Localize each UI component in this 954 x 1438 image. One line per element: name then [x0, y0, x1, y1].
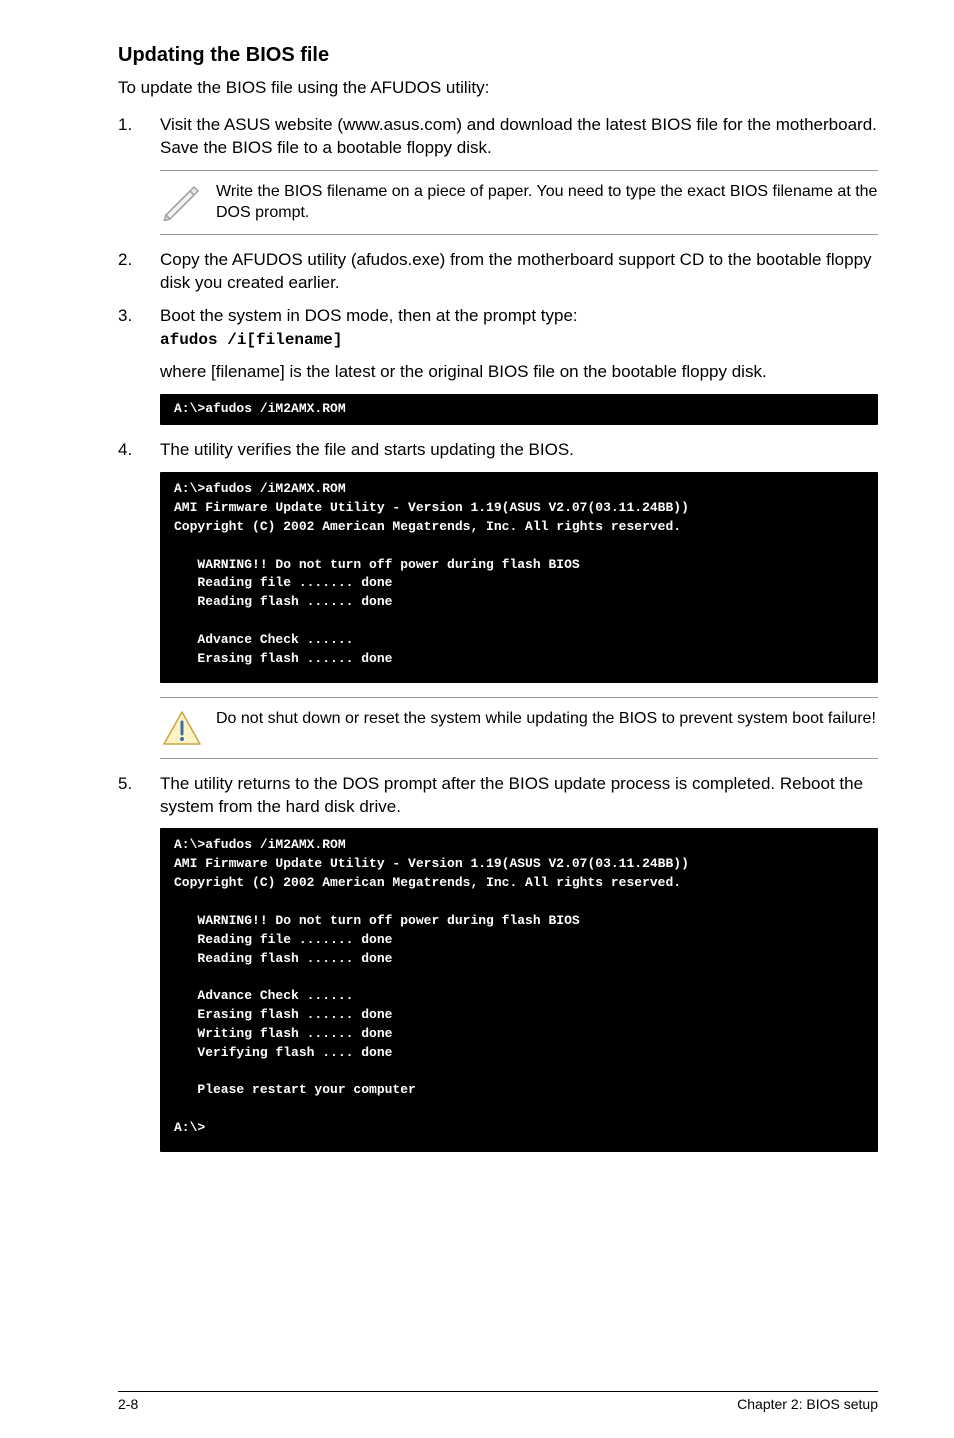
step-3-text: Boot the system in DOS mode, then at the…	[160, 306, 578, 325]
footer-left: 2-8	[118, 1396, 138, 1412]
step-number: 2.	[118, 249, 160, 295]
steps-list-3: 4. The utility verifies the file and sta…	[118, 439, 878, 462]
terminal-3: A:\>afudos /iM2AMX.ROM AMI Firmware Upda…	[160, 828, 878, 1152]
intro-text: To update the BIOS file using the AFUDOS…	[118, 77, 878, 100]
step-3-code: afudos /i[filename]	[160, 331, 342, 349]
step-2: 2. Copy the AFUDOS utility (afudos.exe) …	[118, 249, 878, 295]
warning-text: Do not shut down or reset the system whi…	[216, 708, 878, 730]
warning-callout: Do not shut down or reset the system whi…	[160, 697, 878, 759]
step-number: 4.	[118, 439, 160, 462]
step-3: 3. Boot the system in DOS mode, then at …	[118, 305, 878, 352]
note-callout: Write the BIOS filename on a piece of pa…	[160, 170, 878, 235]
terminal-1: A:\>afudos /iM2AMX.ROM	[160, 394, 878, 425]
page: Updating the BIOS file To update the BIO…	[0, 0, 954, 1438]
section-heading: Updating the BIOS file	[118, 44, 878, 67]
step-text: Boot the system in DOS mode, then at the…	[160, 305, 878, 352]
warning-icon	[160, 708, 216, 748]
step-1: 1. Visit the ASUS website (www.asus.com)…	[118, 114, 878, 160]
step-4: 4. The utility verifies the file and sta…	[118, 439, 878, 462]
steps-list-2: 2. Copy the AFUDOS utility (afudos.exe) …	[118, 249, 878, 351]
footer-right: Chapter 2: BIOS setup	[737, 1396, 878, 1412]
steps-list-4: 5. The utility returns to the DOS prompt…	[118, 773, 878, 819]
step-number: 5.	[118, 773, 160, 819]
note-text: Write the BIOS filename on a piece of pa…	[216, 181, 878, 224]
step-text: The utility returns to the DOS prompt af…	[160, 773, 878, 819]
terminal-2: A:\>afudos /iM2AMX.ROM AMI Firmware Upda…	[160, 472, 878, 682]
step-number: 1.	[118, 114, 160, 160]
note-icon	[160, 181, 216, 221]
step-text: The utility verifies the file and starts…	[160, 439, 878, 462]
steps-list: 1. Visit the ASUS website (www.asus.com)…	[118, 114, 878, 160]
step-5: 5. The utility returns to the DOS prompt…	[118, 773, 878, 819]
step-number: 3.	[118, 305, 160, 352]
step-3-after: where [filename] is the latest or the or…	[160, 361, 878, 384]
page-footer: 2-8 Chapter 2: BIOS setup	[118, 1391, 878, 1412]
step-text: Visit the ASUS website (www.asus.com) an…	[160, 114, 878, 160]
step-text: Copy the AFUDOS utility (afudos.exe) fro…	[160, 249, 878, 295]
